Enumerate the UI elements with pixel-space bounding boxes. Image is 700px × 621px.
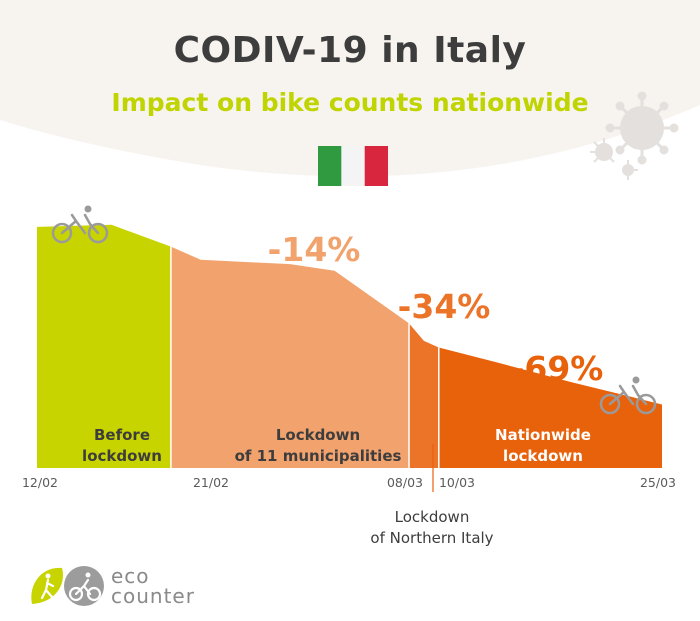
x-tick-label-2102: 21/02 xyxy=(193,475,229,490)
x-tick-label-2503: 25/03 xyxy=(640,475,676,490)
bike-count-chart: -14% -34% -69% Before lockdown Lockdown … xyxy=(22,205,676,547)
phase-change-label-lockdown-north: -34% xyxy=(398,287,491,326)
x-tick-label-0803: 08/03 xyxy=(387,475,423,490)
phase-label-before-line2: lockdown xyxy=(82,447,162,465)
x-tick-label-1003: 10/03 xyxy=(439,475,475,490)
page-subtitle: Impact on bike counts nationwide xyxy=(111,88,589,117)
phase-divider-layer xyxy=(170,246,440,468)
phase-label-nationwide-line2: lockdown xyxy=(503,447,583,465)
phase-label-nationwide-line1: Nationwide xyxy=(495,426,591,444)
phase-label-before-line1: Before xyxy=(94,426,150,444)
chart-area-layer xyxy=(37,224,662,468)
logo-text-counter: counter xyxy=(111,584,195,608)
header-virus-icon xyxy=(590,91,679,180)
annotation-northern-lockdown-line1: Lockdown xyxy=(395,508,470,526)
eco-counter-logo-icon xyxy=(31,566,104,606)
phase-area-4 xyxy=(438,347,662,468)
x-tick-label-1202: 12/02 xyxy=(22,475,58,490)
phase-area-1 xyxy=(37,224,171,468)
logo-text-eco: eco xyxy=(111,564,150,588)
bike-icon xyxy=(599,376,657,415)
annotation-northern-lockdown-line2: of Northern Italy xyxy=(370,529,493,547)
phase-area-2 xyxy=(170,246,410,468)
phase-label-lockdown-11-line2: of 11 municipalities xyxy=(235,447,402,465)
bike-icon xyxy=(51,205,109,244)
phase-label-lockdown-11-line1: Lockdown xyxy=(276,426,360,444)
phase-change-label-nationwide: -69% xyxy=(511,349,604,388)
page-title: CODIV-19 in Italy xyxy=(173,30,527,71)
italy-flag-icon xyxy=(318,146,388,186)
eco-counter-logo-text: eco counter xyxy=(111,566,195,606)
header-background xyxy=(0,0,700,177)
phase-change-label-lockdown-11: -14% xyxy=(268,230,361,269)
phase-area-3 xyxy=(409,323,439,468)
